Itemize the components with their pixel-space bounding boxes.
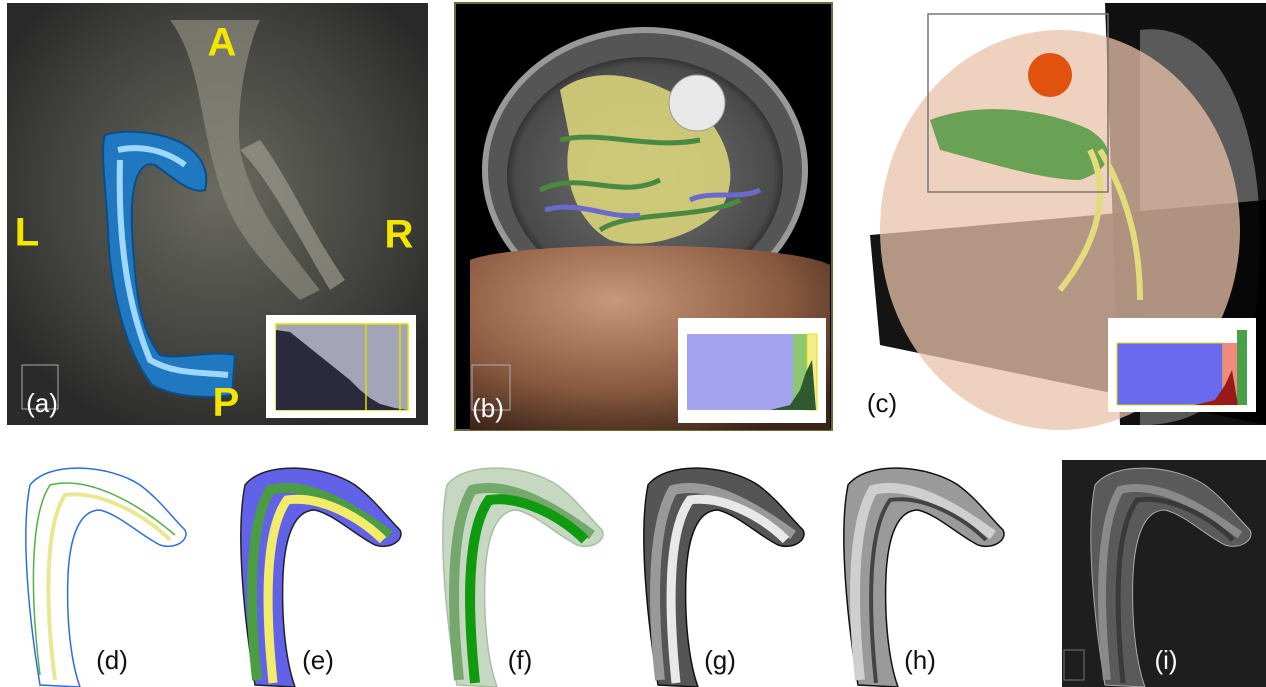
transfer-region — [1237, 330, 1247, 405]
panel-c: (c) — [850, 3, 1266, 430]
panel-label: (f) — [508, 645, 533, 675]
panel-b: (b) — [455, 3, 832, 430]
tumor — [669, 75, 725, 131]
panel-label: (d) — [96, 645, 128, 675]
panel-label: (g) — [704, 645, 736, 675]
orientation-label: L — [15, 211, 39, 255]
panel-label: (e) — [302, 645, 334, 675]
panel-label: (b) — [472, 393, 504, 423]
panel-label: (a) — [26, 388, 58, 418]
orientation-label: R — [385, 213, 414, 257]
panel-label: (c) — [867, 388, 897, 418]
transfer-region — [687, 334, 793, 410]
orientation-label: P — [213, 381, 240, 425]
panel-label: (h) — [904, 645, 936, 675]
page: {"panels": { "a": {"label": "(a)", "ante… — [0, 0, 1266, 687]
figure: A L R P (a) (b) — [0, 0, 1266, 687]
orientation-label: A — [208, 21, 237, 65]
panel-label: (i) — [1154, 645, 1177, 675]
tumor — [1028, 53, 1072, 97]
transfer-region — [1117, 343, 1223, 405]
panel-a: A L R P (a) — [7, 3, 428, 425]
